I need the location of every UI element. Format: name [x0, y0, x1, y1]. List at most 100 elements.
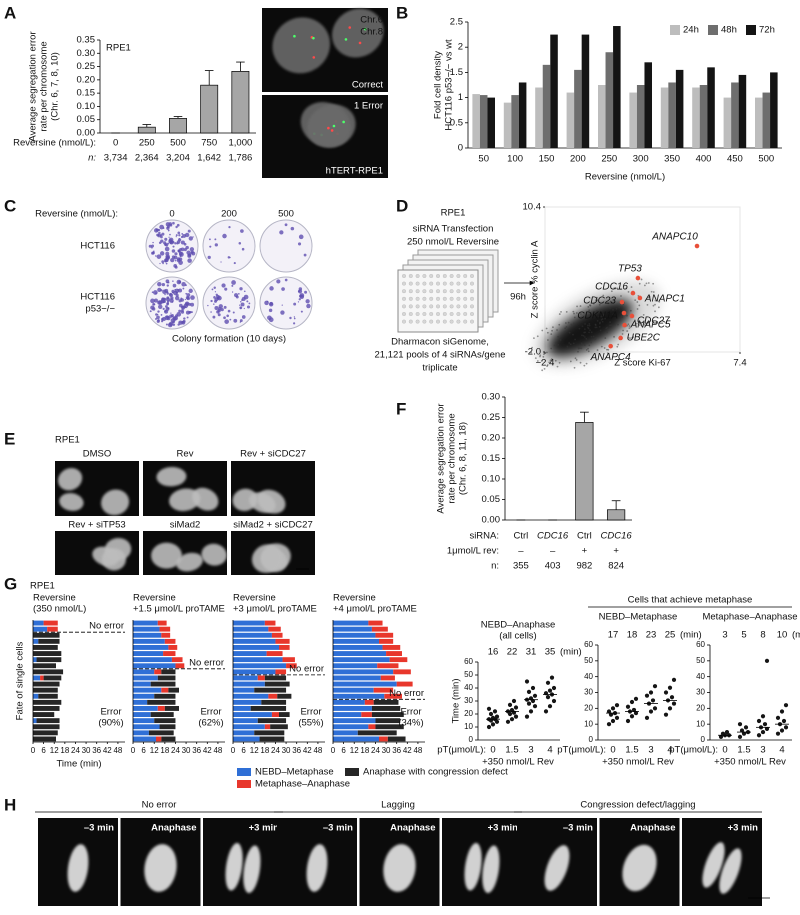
- colony: [293, 302, 297, 306]
- segment: [368, 724, 376, 730]
- well: [402, 304, 406, 309]
- segment: [154, 718, 176, 724]
- median-label: 8: [760, 630, 765, 641]
- segment: [33, 620, 44, 626]
- frame-label: +3 min: [488, 823, 519, 834]
- dot: [505, 719, 511, 724]
- well: [436, 312, 440, 316]
- segment: [387, 736, 406, 742]
- segment: [133, 681, 151, 687]
- well: [442, 274, 447, 278]
- colony: [182, 233, 187, 238]
- cloud-dot: [620, 288, 623, 291]
- x-tick-label: 36: [292, 746, 301, 755]
- segment: [150, 681, 176, 687]
- colony: [181, 281, 186, 287]
- point: [619, 299, 625, 305]
- row-value: 824: [608, 561, 624, 572]
- treatment-label: +350 nmol/L Rev: [602, 757, 674, 768]
- bar: [535, 87, 543, 148]
- colony: [172, 316, 177, 321]
- colony: [180, 240, 185, 245]
- y-tick-label: 30: [696, 688, 705, 697]
- well: [429, 281, 434, 286]
- dot: [644, 693, 650, 698]
- x-tick-label: 1,000: [229, 138, 253, 149]
- colony: [177, 231, 181, 235]
- segment: [33, 651, 62, 656]
- dish: [202, 276, 256, 330]
- cloud-dot: [657, 306, 660, 309]
- well: [449, 289, 454, 294]
- bar: [231, 71, 250, 134]
- well: [436, 296, 440, 301]
- x-tick-label: 18: [360, 746, 369, 755]
- colony: [179, 252, 184, 257]
- dot: [524, 679, 530, 684]
- segment: [154, 669, 162, 675]
- fish-spot: [344, 38, 348, 41]
- cloud-dot: [594, 324, 597, 326]
- chromatin: [544, 845, 570, 891]
- well: [415, 304, 420, 309]
- colony: [163, 241, 167, 245]
- x-tick-label: 12: [50, 746, 59, 755]
- nucleus: [257, 489, 286, 514]
- segment: [259, 736, 285, 742]
- dot: [724, 729, 730, 735]
- cloud-dot: [533, 337, 535, 340]
- cloud-dot: [640, 278, 643, 281]
- segment: [264, 620, 276, 626]
- colony: [178, 299, 182, 303]
- y-tick-label: 0.15: [77, 88, 96, 99]
- dot: [671, 677, 677, 682]
- colony: [150, 298, 155, 304]
- colony: [297, 301, 300, 303]
- colony: [243, 290, 246, 293]
- x-tick-label: 0: [131, 746, 136, 755]
- cloud-dot: [606, 331, 608, 334]
- x-tick-label: 42: [303, 746, 312, 755]
- group-label: No error: [189, 657, 224, 668]
- panel-label: G: [4, 574, 17, 593]
- colony: [162, 307, 165, 310]
- segment: [164, 706, 179, 711]
- frame-label: +3 min: [249, 823, 280, 834]
- cloud-dot: [540, 360, 543, 362]
- error-bar: [236, 61, 245, 72]
- well: [436, 304, 440, 309]
- colony: [188, 288, 193, 293]
- bar: [629, 92, 637, 148]
- colony: [165, 256, 170, 260]
- segment: [40, 675, 44, 681]
- axis-title: Fate of single cells: [15, 641, 26, 720]
- legend-swatch: [237, 780, 251, 788]
- colony: [213, 286, 216, 289]
- well: [422, 319, 427, 324]
- x-tick-label: 200: [570, 154, 586, 165]
- segment: [377, 663, 399, 669]
- dot: [492, 709, 498, 714]
- x-tick-label: 150: [539, 154, 555, 165]
- dot: [764, 726, 770, 732]
- segment: [333, 632, 376, 638]
- bar: [169, 118, 187, 134]
- x-tick-label: 50: [478, 154, 489, 165]
- colony: [178, 309, 182, 313]
- y-tick-label: 50: [464, 670, 473, 679]
- segment: [33, 657, 37, 663]
- dot: [631, 707, 637, 713]
- colony: [232, 311, 235, 314]
- cloud-dot: [596, 349, 599, 351]
- cloud-dot: [575, 312, 578, 314]
- segment: [47, 626, 58, 632]
- axis-title: rate per chromosome: [39, 41, 50, 131]
- colony: [153, 228, 159, 233]
- colony: [178, 288, 183, 293]
- legend-swatch: [237, 768, 251, 776]
- dot: [545, 680, 551, 685]
- dot: [743, 725, 749, 730]
- segment: [133, 675, 158, 681]
- x-tick-label: 450: [727, 154, 743, 165]
- x-tick-label: 18: [60, 746, 69, 755]
